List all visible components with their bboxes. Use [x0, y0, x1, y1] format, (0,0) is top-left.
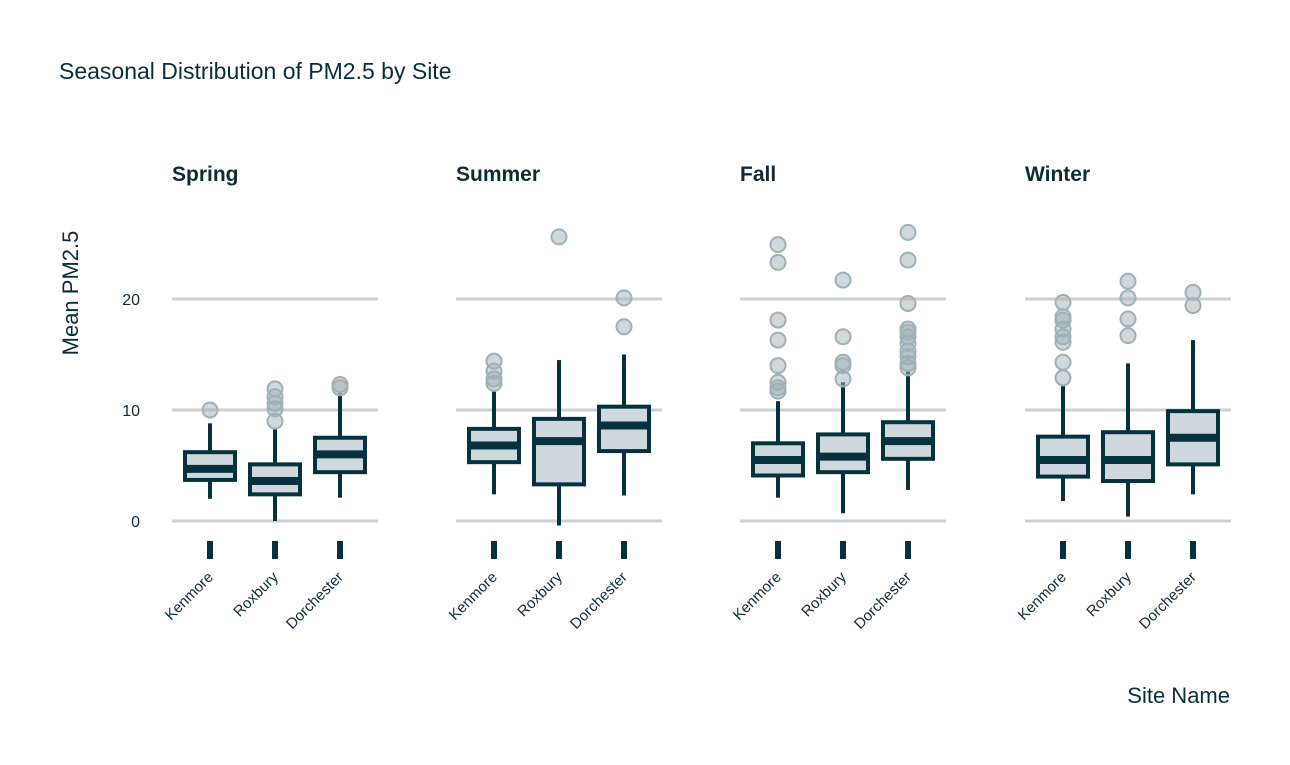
x-tick-label: Kenmore: [1015, 569, 1070, 624]
outlier-point: [769, 331, 787, 349]
outlier-point: [1119, 310, 1137, 328]
outlier-point: [1119, 289, 1137, 307]
y-tick-label: 10: [122, 403, 140, 420]
x-tick-label: Kenmore: [446, 569, 501, 624]
box-dorchester: [1166, 283, 1220, 495]
outlier-point: [615, 289, 633, 307]
outlier-point: [899, 223, 917, 241]
outlier-point: [201, 401, 219, 419]
box-dorchester: [313, 375, 367, 498]
x-tick-label: Dorchester: [283, 569, 347, 633]
outlier-point: [331, 375, 349, 393]
outlier-point: [899, 251, 917, 269]
outlier-point: [1054, 308, 1072, 326]
x-tick-label: Roxbury: [514, 568, 566, 620]
outlier-point: [834, 271, 852, 289]
outlier-point: [899, 320, 917, 338]
iqr-box: [532, 416, 586, 487]
x-tick-label: Roxbury: [798, 568, 850, 620]
outlier-point: [769, 253, 787, 271]
facet-title: Winter: [1025, 163, 1090, 186]
box-kenmore: [1036, 293, 1090, 502]
outlier-point: [1054, 353, 1072, 371]
facet-title: Spring: [172, 163, 239, 186]
outlier-point: [615, 318, 633, 336]
x-tick-label: Kenmore: [730, 569, 785, 624]
x-tick-label: Roxbury: [1083, 568, 1135, 620]
x-tick-label: Dorchester: [1136, 569, 1200, 633]
box-dorchester: [597, 289, 651, 496]
outlier-point: [550, 228, 568, 246]
facet-title: Summer: [456, 163, 540, 186]
box-roxbury: [1101, 272, 1155, 517]
y-tick-label: 0: [131, 514, 140, 531]
outlier-point: [1119, 272, 1137, 290]
x-tick-label: Roxbury: [230, 568, 282, 620]
chart-title: Seasonal Distribution of PM2.5 by Site: [59, 58, 451, 84]
outlier-point: [834, 353, 852, 371]
facet-fall: Fall Kenmore Roxbury Dorchester: [730, 163, 946, 633]
facet-spring: Spring Kenmore Roxbury Dorchester: [162, 163, 378, 633]
box-roxbury: [532, 228, 586, 526]
x-tick-label: Dorchester: [851, 569, 915, 633]
outlier-point: [1054, 293, 1072, 311]
outlier-point: [1054, 369, 1072, 387]
box-roxbury: [816, 271, 870, 514]
outlier-point: [485, 352, 503, 370]
outlier-point: [769, 311, 787, 329]
outlier-point: [769, 236, 787, 254]
facet-winter: Winter Kenmore Roxbury Dorchester: [1015, 163, 1231, 633]
box-kenmore: [183, 401, 237, 499]
outlier-point: [266, 380, 284, 398]
y-axis-title: Mean PM2.5: [58, 231, 83, 356]
y-tick-label: 20: [122, 292, 140, 309]
x-tick-label: Dorchester: [567, 569, 631, 633]
box-dorchester: [881, 223, 935, 490]
outlier-point: [1119, 327, 1137, 345]
box-kenmore: [467, 352, 521, 495]
outlier-point: [1184, 283, 1202, 301]
outlier-point: [899, 294, 917, 312]
x-axis-title: Site Name: [1127, 683, 1230, 708]
outlier-point: [769, 357, 787, 375]
outlier-point: [834, 328, 852, 346]
facet-summer: Summer Kenmore Roxbury Dorchester: [446, 163, 662, 633]
box-roxbury: [248, 380, 302, 521]
box-kenmore: [751, 236, 805, 498]
facet-title: Fall: [740, 163, 776, 186]
x-tick-label: Kenmore: [162, 569, 217, 624]
outlier-point: [769, 373, 787, 391]
